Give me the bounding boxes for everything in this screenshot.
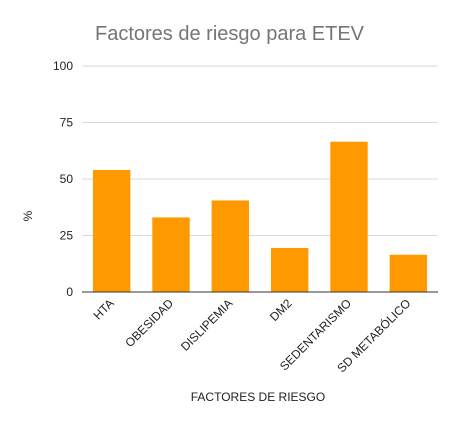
y-tick-label: 25 [60, 229, 74, 243]
bar-dislipemia [211, 200, 250, 292]
x-tick-label: DM2 [267, 296, 295, 324]
bars [92, 141, 428, 292]
bar-dm2 [270, 247, 309, 292]
y-tick-label: 75 [60, 116, 74, 130]
chart-title: Factores de riesgo para ETEV [95, 23, 365, 45]
bar-hta [92, 169, 131, 292]
bar-sd-metab-lico [389, 254, 428, 292]
bar-obesidad [152, 217, 190, 292]
bar-sedentarismo [330, 141, 368, 292]
gridlines [82, 65, 438, 236]
y-tick-label: 100 [53, 59, 73, 73]
y-axis-label: % [21, 210, 35, 221]
x-tick-label: OBESIDAD [122, 296, 176, 350]
y-tick-label: 50 [60, 172, 74, 186]
x-tick-label: DISLIPEMIA [178, 296, 236, 354]
y-axis-ticks: 0 25 50 75 100 [53, 59, 73, 299]
y-tick-label: 0 [66, 285, 73, 299]
x-axis-label: FACTORES DE RIESGO [191, 390, 325, 404]
x-tick-label: HTA [91, 296, 117, 322]
